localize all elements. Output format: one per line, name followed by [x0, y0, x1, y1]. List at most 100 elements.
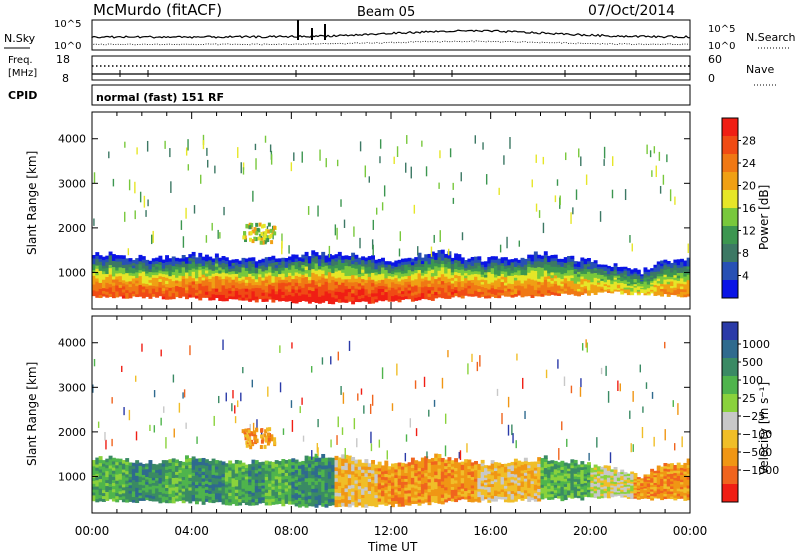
- heatmap-cell: [278, 267, 282, 272]
- heatmap-cell: [557, 264, 562, 268]
- heatmap-cell: [278, 464, 282, 468]
- heatmap-cell: [155, 464, 160, 468]
- heatmap-cell: [683, 268, 688, 272]
- scatter-echo: [205, 235, 208, 243]
- heatmap-cell: [464, 493, 469, 497]
- heatmap-cell: [198, 482, 203, 487]
- heatmap-cell: [171, 280, 176, 285]
- heatmap-cell: [101, 489, 106, 494]
- y-tick-label: 1000: [58, 266, 86, 279]
- heatmap-cell: [248, 487, 253, 492]
- heatmap-cell: [603, 268, 608, 271]
- heatmap-cell: [188, 275, 193, 280]
- heatmap-cell: [367, 478, 372, 482]
- heatmap-cell: [577, 492, 581, 496]
- heatmap-cell: [457, 278, 462, 283]
- heatmap-cell: [493, 276, 498, 281]
- heatmap-cell: [351, 470, 356, 475]
- heatmap-cell: [194, 263, 199, 267]
- heatmap-cell: [211, 483, 216, 488]
- scatter-echo: [372, 219, 375, 230]
- heatmap-cell: [261, 267, 266, 272]
- heatmap-cell: [121, 282, 126, 287]
- heatmap-cell: [364, 465, 369, 471]
- heatmap-cell: [238, 283, 243, 287]
- heatmap-cell: [447, 494, 452, 498]
- heatmap-cell: [464, 292, 469, 296]
- heatmap-cell: [364, 483, 369, 488]
- heatmap-cell: [540, 463, 545, 468]
- heatmap-cell: [543, 455, 548, 459]
- heatmap-cell: [371, 459, 375, 464]
- heatmap-cell: [387, 261, 392, 265]
- heatmap-cell: [301, 290, 306, 295]
- scatter-echo: [136, 147, 138, 155]
- heatmap-cell: [231, 466, 236, 470]
- heatmap-cell: [321, 468, 326, 474]
- heatmap-cell: [155, 283, 160, 287]
- heatmap-cell: [400, 484, 405, 489]
- heatmap-cell: [670, 287, 674, 291]
- heatmap-cell: [570, 486, 575, 491]
- heatmap-cell: [218, 257, 223, 262]
- heatmap-cell: [497, 483, 502, 487]
- heatmap-cell: [613, 275, 618, 278]
- heatmap-cell: [410, 285, 415, 290]
- heatmap-cell: [211, 267, 216, 271]
- heatmap-cell: [258, 479, 263, 484]
- heatmap-cell: [527, 292, 532, 297]
- heatmap-cell: [547, 488, 552, 492]
- heatmap-cell: [191, 271, 196, 276]
- noise-right-label: N.Search: [746, 31, 796, 44]
- heatmap-cell: [324, 278, 329, 282]
- heatmap-cell: [420, 280, 425, 285]
- heatmap-cell: [510, 264, 515, 268]
- heatmap-cell: [517, 479, 522, 483]
- heatmap-cell: [324, 475, 329, 480]
- heatmap-cell: [241, 474, 246, 478]
- heatmap-cell: [95, 460, 100, 465]
- heatmap-cell: [673, 282, 678, 286]
- heatmap-cell: [460, 496, 465, 500]
- heatmap-cell: [377, 467, 382, 472]
- heatmap-cell: [294, 271, 299, 276]
- heatmap-cell: [487, 294, 492, 299]
- heatmap-cell: [560, 280, 565, 284]
- heatmap-cell: [228, 479, 233, 484]
- heatmap-cell: [314, 284, 319, 289]
- heatmap-cell: [188, 493, 193, 498]
- heatmap-cell: [540, 472, 545, 477]
- heatmap-cell: [254, 272, 259, 277]
- heatmap-cell: [454, 256, 459, 261]
- heatmap-cell: [420, 460, 425, 465]
- heatmap-cell: [377, 476, 382, 481]
- heatmap-cell: [683, 286, 688, 290]
- heatmap-cell: [387, 269, 392, 274]
- scatter-echo: [439, 230, 441, 243]
- heatmap-cell: [321, 298, 326, 303]
- heatmap-cell: [115, 486, 120, 490]
- y-tick-label: 2000: [58, 222, 86, 235]
- heatmap-cell: [583, 261, 588, 265]
- heatmap-cell: [474, 483, 478, 488]
- heatmap-cell: [301, 483, 306, 488]
- heatmap-cell: [354, 469, 359, 474]
- heatmap-cell: [434, 252, 439, 257]
- heatmap-cell: [304, 488, 309, 493]
- heatmap-cell: [587, 462, 591, 466]
- heatmap-cell: [404, 289, 409, 294]
- heatmap-cell: [138, 266, 143, 271]
- heatmap-cell: [636, 292, 641, 296]
- heatmap-cell: [181, 473, 186, 478]
- noise-right-tick-bottom: 10^0: [708, 41, 735, 52]
- heatmap-cell: [191, 255, 196, 259]
- heatmap-cell: [493, 473, 498, 477]
- heatmap-cell: [563, 480, 568, 485]
- heatmap-cell: [557, 469, 562, 473]
- heatmap-cell: [228, 501, 233, 506]
- heatmap-cell: [391, 262, 395, 266]
- heatmap-cell: [420, 486, 425, 491]
- heatmap-cell: [381, 465, 385, 469]
- heatmap-cell: [640, 283, 645, 286]
- heatmap-cell: [374, 274, 379, 279]
